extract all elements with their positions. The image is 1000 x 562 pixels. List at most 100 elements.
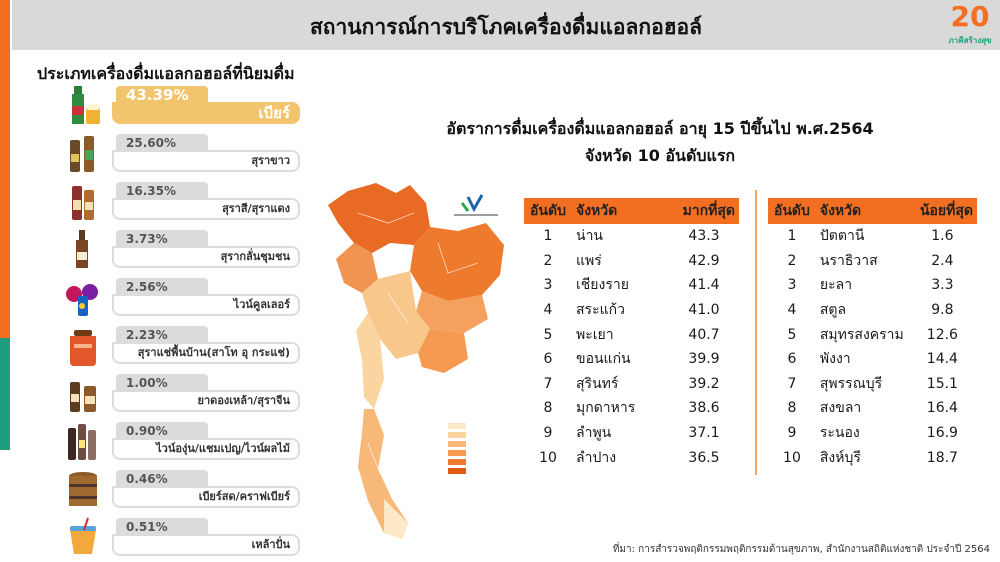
anniversary-logo: 20 ภาคีสร้างสุข: [946, 0, 994, 48]
drink-percent: 2.23%: [116, 326, 208, 344]
province-cell: แพร่: [576, 252, 602, 269]
province-cell: เชียงราย: [576, 277, 629, 294]
drink-item-wine: 0.90% ไวน์องุ่น/แชมเปญ/ไวน์ผลไม้: [60, 420, 300, 464]
table-row: 2 นราธิวาส 2.4: [768, 249, 977, 274]
col-value-header: น้อยที่สุด: [907, 198, 977, 224]
drink-name: สุราสี/สุราแดง: [112, 198, 300, 220]
rate-value-cell: 9.8: [931, 302, 954, 319]
rank-cell: 9: [543, 425, 553, 442]
rank-cell: 5: [787, 326, 797, 343]
rank-cell: 2: [543, 252, 553, 269]
header-bar: สถานการณ์การบริโภคเครื่องดื่มแอลกอฮอล์: [12, 0, 1000, 50]
rank-cell: 10: [783, 449, 801, 466]
province-cell: น่าน: [576, 228, 604, 245]
col-province-header: จังหวัด: [572, 198, 669, 224]
rank-cell: 10: [539, 449, 557, 466]
rank-cell: 4: [787, 302, 797, 319]
table-row: 2 แพร่ 42.9: [524, 249, 739, 274]
beer-icon: [72, 86, 100, 124]
rate-value-cell: 40.7: [688, 326, 720, 343]
province-cell: มุกดาหาร: [576, 400, 636, 417]
table-row: 3 เชียงราย 41.4: [524, 273, 739, 298]
table-row: 8 มุกดาหาร 38.6: [524, 396, 739, 421]
rank-cell: 2: [787, 252, 797, 269]
rate-value-cell: 38.6: [688, 400, 720, 417]
rank-cell: 8: [543, 400, 553, 417]
brown-liquor-icon: [72, 186, 94, 220]
drink-percent: 0.90%: [116, 422, 208, 440]
rate-value-cell: 16.4: [926, 400, 958, 417]
rate-value-cell: 16.9: [926, 425, 958, 442]
drink-item-draft-beer: 0.46% เบียร์สด/คราฟเบียร์: [60, 468, 300, 512]
rank-cell: 7: [543, 375, 553, 392]
table-header-row: อันดับ จังหวัด มากที่สุด: [524, 198, 739, 224]
herbal-liquor-icon: [70, 382, 96, 412]
table-row: 1 ปัตตานี 1.6: [768, 224, 977, 249]
drink-name: ไวน์องุ่น/แชมเปญ/ไวน์ผลไม้: [112, 438, 300, 460]
rate-value-cell: 2.4: [931, 252, 954, 269]
drink-item-blended-liquor: 0.51% เหล้าปั่น: [60, 516, 300, 560]
drink-item-white-liquor: 25.60% สุราขาว: [60, 132, 300, 176]
province-cell: นราธิวาส: [819, 252, 878, 269]
col-rank-header: อันดับ: [524, 198, 572, 224]
table-row: 10 ลำปาง 36.5: [524, 445, 739, 470]
blended-liquor-icon: [70, 517, 96, 554]
drink-item-local-brew: 2.23% สุราแช่พื้นบ้าน(สาโท อุ กระแช่): [60, 324, 300, 368]
drink-name: สุราแช่พื้นบ้าน(สาโท อุ กระแช่): [112, 342, 300, 364]
rate-title-line2: จังหวัด 10 อันดับแรก: [584, 146, 736, 165]
province-cell: ลำพูน: [576, 425, 612, 442]
drink-percent: 3.73%: [116, 230, 208, 248]
table-header-row: อันดับ จังหวัด น้อยที่สุด: [768, 198, 977, 224]
rate-value-cell: 43.3: [688, 228, 720, 245]
table-row: 9 ระนอง 16.9: [768, 421, 977, 446]
province-cell: พังงา: [819, 351, 851, 368]
logo-number: 20: [950, 0, 990, 33]
side-stripe-green: [0, 338, 10, 450]
rate-value-cell: 15.1: [926, 375, 958, 392]
col-rank-header: อันดับ: [768, 198, 816, 224]
drink-percent: 0.51%: [116, 518, 208, 536]
thailand-choropleth-map: [328, 183, 504, 539]
rank-cell: 3: [543, 277, 553, 294]
rank-cell: 8: [787, 400, 797, 417]
col-province-header: จังหวัด: [815, 198, 908, 224]
drink-name: เบียร์: [112, 102, 300, 124]
side-stripe-orange: [0, 0, 10, 338]
rank-cell: 3: [787, 277, 797, 294]
rate-value-cell: 42.9: [688, 252, 720, 269]
rate-value-cell: 37.1: [688, 425, 720, 442]
drink-item-beer: 43.39% เบียร์: [60, 84, 300, 128]
table-row: 8 สงขลา 16.4: [768, 396, 977, 421]
draft-beer-barrel-icon: [69, 472, 97, 506]
rate-value-cell: 1.6: [931, 228, 954, 245]
rate-value-cell: 3.3: [931, 277, 954, 294]
province-cell: สงขลา: [819, 400, 862, 417]
agency-logo: [454, 194, 498, 216]
map-legend: [448, 423, 466, 474]
rank-cell: 1: [787, 228, 797, 245]
rank-cell: 6: [543, 351, 553, 368]
drink-types-title: ประเภทเครื่องดื่มแอลกอฮอล์ที่นิยมดื่ม: [37, 64, 295, 83]
table-row: 5 พะเยา 40.7: [524, 322, 739, 347]
province-cell: สตูล: [819, 302, 847, 319]
rate-value-cell: 39.9: [688, 351, 720, 368]
drink-percent: 1.00%: [116, 374, 208, 392]
table-row: 10 สิงห์บุรี 18.7: [768, 445, 977, 470]
highest-rate-table: อันดับ จังหวัด มากที่สุด 1 น่าน 43.3 2 แพร่ 4…: [524, 198, 739, 470]
logo-subtitle: ภาคีสร้างสุข: [948, 36, 992, 45]
rate-value-cell: 18.7: [926, 449, 958, 466]
side-stripe: [0, 0, 10, 562]
province-cell: สิงห์บุรี: [819, 449, 861, 466]
drink-name: ไวน์คูลเลอร์: [112, 294, 300, 316]
drink-item-community-spirit: 3.73% สุรากลั่นชุมชน: [60, 228, 300, 272]
province-cell: พะเยา: [576, 326, 614, 343]
white-liquor-icon: [70, 136, 94, 172]
wine-cooler-icon: [66, 284, 98, 316]
rate-value-cell: 41.4: [688, 277, 720, 294]
rate-value-cell: 39.2: [688, 375, 720, 392]
table-row: 3 ยะลา 3.3: [768, 273, 977, 298]
local-brew-jar-icon: [70, 330, 96, 366]
rate-value-cell: 36.5: [688, 449, 720, 466]
table-row: 1 น่าน 43.3: [524, 224, 739, 249]
source-footnote: ที่มา: การสำรวจพฤติกรรมพฤติกรรมด้านสุขภา…: [612, 544, 990, 555]
